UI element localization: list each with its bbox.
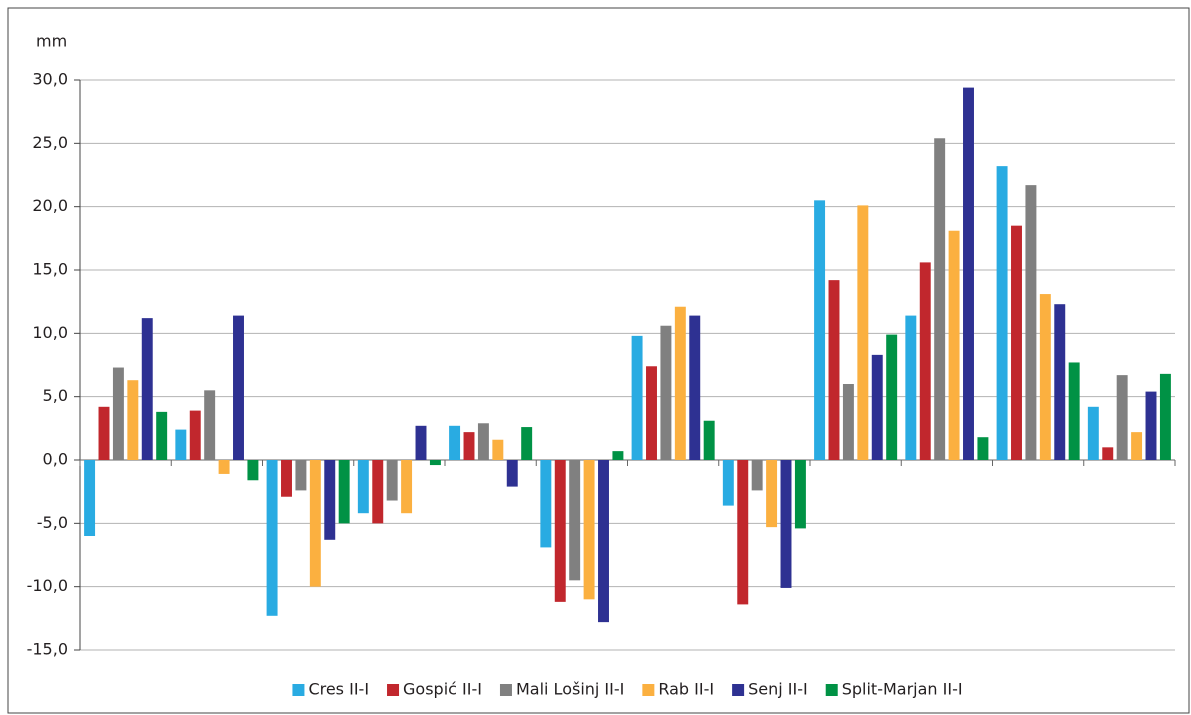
bar: [506, 460, 518, 487]
bar: [1068, 362, 1080, 460]
y-tick-label: 30,0: [32, 70, 68, 89]
legend-swatch: [292, 684, 305, 696]
legend-label: Mali Lošinj II-I: [516, 680, 624, 699]
legend-swatch: [732, 684, 745, 696]
bar: [919, 262, 931, 460]
bar: [583, 460, 595, 600]
legend-label: Rab II-I: [658, 680, 714, 699]
legend-swatch: [642, 684, 655, 696]
bar: [722, 460, 734, 506]
bar: [521, 427, 533, 460]
legend: Cres II-I Gospić II-I Mali Lošinj II-I Rab …: [292, 680, 963, 699]
bar: [309, 460, 321, 587]
bar: [948, 230, 960, 460]
bar: [766, 460, 778, 528]
bar: [703, 420, 715, 460]
bar: [281, 460, 292, 497]
y-tick-label: -15,0: [27, 640, 68, 659]
bar: [977, 437, 989, 460]
bar: [540, 460, 552, 548]
bar: [857, 205, 869, 460]
legend-label: Gospić II-I: [403, 680, 482, 699]
bar: [1159, 373, 1171, 460]
bar: [324, 460, 336, 540]
bar: [175, 429, 187, 460]
bar: [1039, 294, 1051, 460]
bar: [828, 280, 840, 460]
y-tick-label: -5,0: [37, 513, 68, 532]
legend-swatch: [387, 684, 400, 696]
frame: [7, 7, 1190, 714]
bar: [233, 315, 244, 460]
bar: [266, 460, 278, 616]
bar: [1054, 304, 1066, 460]
bar: [674, 306, 686, 460]
bar: [842, 384, 854, 460]
bar: [357, 460, 369, 514]
bar: [295, 460, 307, 491]
bar: [189, 410, 201, 460]
bar: [751, 460, 763, 491]
bar: [1025, 185, 1037, 460]
bar: [127, 380, 139, 460]
bar: [141, 318, 153, 460]
y-tick-label: 5,0: [43, 386, 68, 405]
bar: [631, 335, 643, 460]
y-tick-label: 25,0: [32, 133, 68, 152]
bar: [660, 325, 672, 460]
bar: [905, 315, 917, 460]
bar: [598, 460, 609, 623]
bar: [492, 439, 504, 460]
bar: [156, 411, 168, 460]
bar: [449, 425, 461, 460]
bar: [934, 138, 946, 460]
bar: [1011, 225, 1022, 460]
bar: [401, 460, 413, 514]
legend-label: Cres II-I: [308, 680, 369, 699]
bar: [112, 367, 124, 460]
bar: [569, 460, 581, 581]
y-axis-label: mm: [36, 32, 67, 51]
bar: [646, 366, 657, 460]
bar: [1102, 447, 1114, 460]
bar: [1087, 406, 1099, 460]
bar: [204, 390, 216, 460]
bar: [814, 200, 826, 461]
y-tick-label: -10,0: [27, 576, 68, 595]
bar: [689, 315, 701, 460]
bar: [554, 460, 566, 602]
bar: [996, 166, 1008, 460]
bar: [737, 460, 749, 605]
bar: [372, 460, 384, 524]
bar: [247, 460, 259, 481]
bar: [477, 423, 489, 460]
legend-label: Split-Marjan II-I: [842, 680, 963, 699]
bar: [886, 334, 898, 460]
bar: [1116, 375, 1128, 460]
legend-label: Senj II-I: [748, 680, 808, 699]
y-tick-label: 0,0: [43, 450, 68, 469]
bar: [780, 460, 792, 588]
y-tick-label: 15,0: [32, 260, 68, 279]
bar: [338, 460, 350, 524]
y-tick-label: 20,0: [32, 196, 68, 215]
bar: [794, 460, 806, 529]
bar: [429, 460, 441, 466]
bar: [1145, 391, 1157, 460]
bar: [463, 432, 475, 460]
bar: [415, 425, 427, 460]
legend-swatch: [499, 684, 512, 696]
bar: [963, 87, 974, 460]
y-tick-label: 10,0: [32, 323, 68, 342]
bar: [612, 451, 624, 460]
bar: [871, 354, 883, 460]
bar: [98, 406, 110, 460]
bar: [84, 460, 96, 536]
bar: [386, 460, 398, 501]
bar: [1131, 432, 1143, 460]
bar: [218, 460, 230, 474]
legend-swatch: [825, 684, 838, 696]
